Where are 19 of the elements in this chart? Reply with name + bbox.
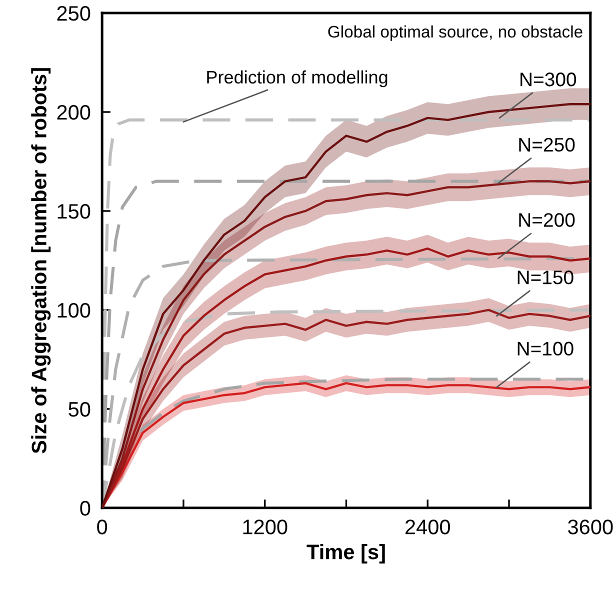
- x-tick-label: 2400: [406, 520, 450, 534]
- annotation: N=150: [518, 270, 574, 284]
- y-tick-label: 200: [57, 105, 90, 120]
- annotation: Prediction of modelling: [207, 70, 388, 88]
- annotation: N=300: [520, 72, 576, 86]
- y-axis-title: Size of Aggregation [number of robots]: [31, 68, 51, 454]
- y-tick-label: 50: [68, 402, 90, 417]
- annotation: N=100: [518, 342, 574, 356]
- y-tick-label: 0: [80, 500, 90, 516]
- y-tick-label: 100: [58, 302, 90, 318]
- y-tick-label: 250: [57, 6, 90, 21]
- y-tick-label: 150: [58, 204, 90, 219]
- x-tick-label: 0: [97, 520, 108, 534]
- annotation: N=250: [519, 138, 575, 152]
- annotation: N=200: [519, 213, 575, 227]
- annotation: Global optimal source, no obstacle: [328, 25, 582, 41]
- x-tick-label: 3600: [568, 520, 613, 534]
- x-axis-title: Time [s]: [306, 544, 385, 564]
- x-tick-label: 1200: [243, 520, 288, 534]
